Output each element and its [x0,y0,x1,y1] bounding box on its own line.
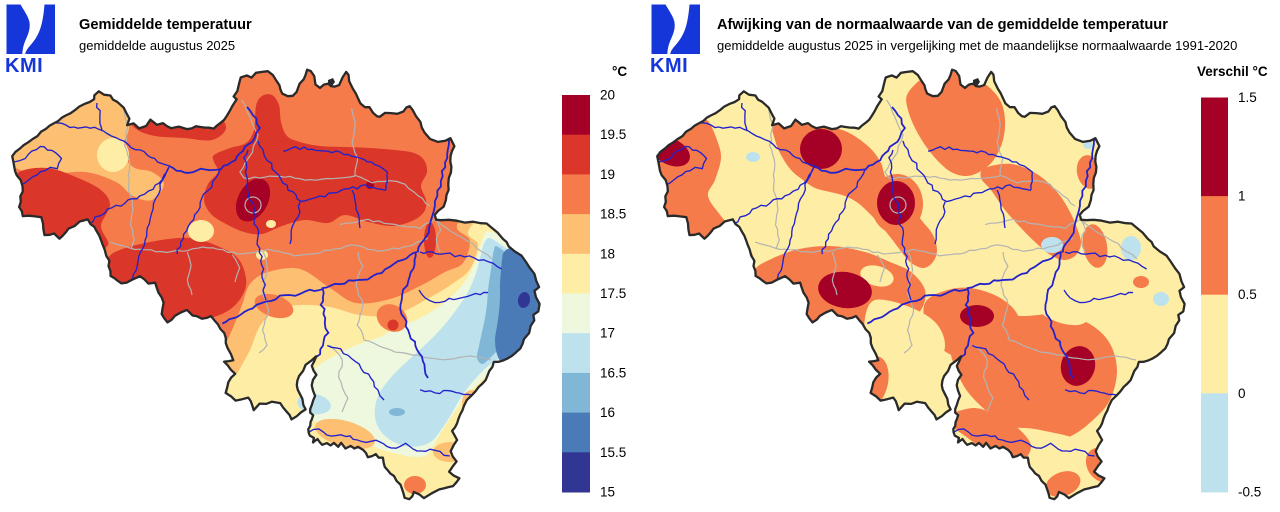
svg-text:KMI: KMI [650,55,688,77]
svg-text:18: 18 [600,246,615,261]
svg-text:15: 15 [600,485,615,500]
svg-text:16.5: 16.5 [600,365,626,380]
svg-text:0.5: 0.5 [1238,287,1257,302]
svg-text:15.5: 15.5 [600,445,626,460]
svg-text:Gemiddelde temperatuur: Gemiddelde temperatuur [79,17,252,33]
svg-text:17: 17 [600,326,615,341]
svg-text:19.5: 19.5 [600,127,626,142]
svg-text:19: 19 [600,167,615,182]
svg-text:gemiddelde augustus 2025 in ve: gemiddelde augustus 2025 in vergelijking… [717,38,1237,53]
svg-text:gemiddelde augustus 2025: gemiddelde augustus 2025 [79,38,235,53]
svg-text:-0.5: -0.5 [1238,484,1261,499]
svg-text:°C: °C [612,64,627,79]
svg-text:0: 0 [1238,386,1246,401]
svg-text:20: 20 [600,88,615,103]
svg-text:Afwijking van de normaalwaarde: Afwijking van de normaalwaarde van de ge… [717,17,1168,33]
svg-text:1.5: 1.5 [1238,90,1257,105]
svg-text:18.5: 18.5 [600,207,626,222]
svg-text:Verschil °C: Verschil °C [1197,64,1268,79]
svg-text:1: 1 [1238,189,1246,204]
svg-text:17.5: 17.5 [600,286,626,301]
svg-text:KMI: KMI [5,55,43,77]
svg-text:16: 16 [600,405,615,420]
